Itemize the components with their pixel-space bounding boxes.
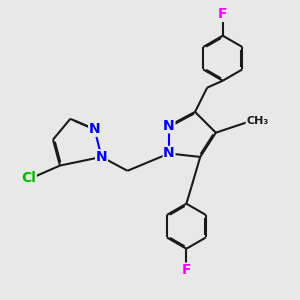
Text: CH₃: CH₃ xyxy=(246,116,268,126)
Text: F: F xyxy=(218,7,227,21)
Text: N: N xyxy=(96,150,107,164)
Text: N: N xyxy=(89,122,100,136)
Text: N: N xyxy=(163,119,175,133)
Text: Cl: Cl xyxy=(21,171,36,185)
Text: F: F xyxy=(182,263,191,277)
Text: N: N xyxy=(163,146,175,161)
